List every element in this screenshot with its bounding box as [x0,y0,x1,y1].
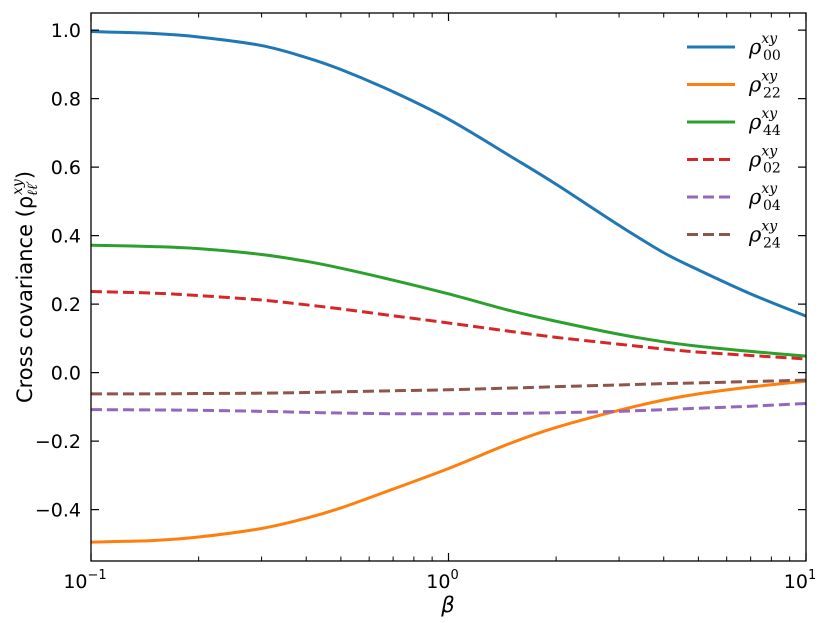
series-line-04 [90,401,807,416]
x-tick-label-exp: −1 [88,568,107,583]
legend-symbol: ρ [748,223,762,247]
legend-sub: 44 [763,123,781,139]
legend-entry-24: ρxy 24 [748,219,781,252]
tick-labels: −0.4−0.20.00.20.40.60.81.010−1 100 101 [35,20,816,593]
y-axis-label-sup: xy [10,178,26,195]
x-tick-label-base: 10 [784,571,808,593]
legend-sup: xy [761,181,778,197]
y-axis-label: Cross covariance (ρℓℓ′xy) [10,171,41,403]
legend-sub: 00 [763,48,781,64]
series-line-00 [90,30,807,318]
x-tick-label: 10−1 [63,568,106,593]
y-tick-label: −0.4 [35,500,81,522]
y-axis-label-text: Cross covariance (ρ [13,196,37,403]
series-line-24 [90,378,807,396]
legend-symbol: ρ [748,148,762,172]
y-tick-label: 0.6 [51,157,81,179]
axis-ticks [90,13,807,561]
legend-sub: 24 [763,236,781,252]
x-tick-label-exp: 0 [450,568,458,583]
legend-entry-00: ρxy 00 [748,31,781,64]
x-tick-label: 100 [426,568,458,593]
x-tick-label: 101 [784,568,816,593]
legend-sup: xy [761,144,778,160]
legend-entry-22: ρxy 22 [748,69,781,102]
legend-entry-04: ρxy 04 [748,181,781,214]
x-tick-label-base: 10 [426,571,450,593]
y-tick-label: 0.4 [51,226,81,248]
legend-sup: xy [761,106,778,122]
x-tick-label-base: 10 [63,571,87,593]
legend-sup: xy [761,219,778,235]
legend-entry-02: ρxy 02 [748,144,781,177]
legend-sub: 22 [763,86,781,102]
y-axis-label-close: ) [13,171,37,179]
legend-sup: xy [761,69,778,85]
series-line-44 [90,243,807,358]
x-tick-label-exp: 1 [808,568,816,583]
y-tick-label: 0.8 [51,89,81,111]
series-lines [90,30,807,544]
legend-symbol: ρ [748,110,762,134]
legend-sub: 04 [763,198,781,214]
legend-symbol: ρ [748,73,762,97]
plot-frame [90,12,807,562]
legend-entry-44: ρxy 44 [748,106,781,139]
y-tick-label: 0.0 [51,363,81,385]
series-line-22 [90,379,807,544]
legend-symbol: ρ [748,35,762,59]
legend-symbol: ρ [748,185,762,209]
y-tick-label: 0.2 [51,294,81,316]
series-line-02 [90,289,807,361]
y-tick-label: −0.2 [35,431,81,453]
y-tick-label: 1.0 [51,20,81,42]
x-axis-label: β [440,593,454,617]
y-axis-label-sub: ℓℓ′ [25,180,41,196]
legend-sup: xy [761,31,778,47]
legend-sub: 02 [763,161,781,177]
